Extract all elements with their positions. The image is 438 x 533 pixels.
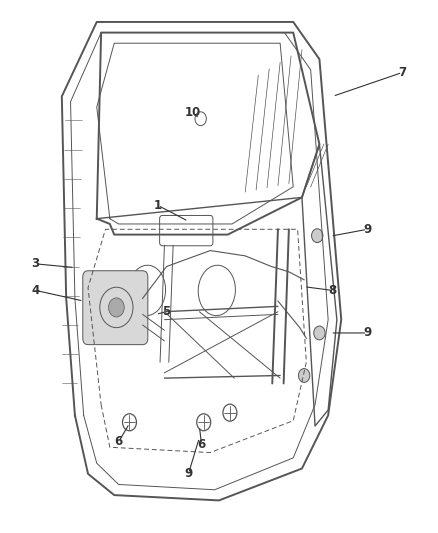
- Text: 3: 3: [32, 257, 40, 270]
- Text: 9: 9: [364, 223, 371, 236]
- Text: 8: 8: [328, 284, 337, 297]
- Text: 7: 7: [398, 66, 406, 79]
- Circle shape: [298, 368, 310, 382]
- Circle shape: [109, 298, 124, 317]
- Text: 9: 9: [184, 467, 193, 480]
- Text: 10: 10: [185, 106, 201, 119]
- Circle shape: [314, 326, 325, 340]
- Text: 6: 6: [114, 435, 123, 448]
- Text: 5: 5: [162, 305, 171, 318]
- Circle shape: [311, 229, 323, 243]
- Text: 1: 1: [154, 199, 162, 212]
- Text: 9: 9: [364, 326, 371, 340]
- Text: 6: 6: [198, 438, 206, 451]
- FancyBboxPatch shape: [83, 271, 148, 345]
- Text: 4: 4: [32, 284, 40, 297]
